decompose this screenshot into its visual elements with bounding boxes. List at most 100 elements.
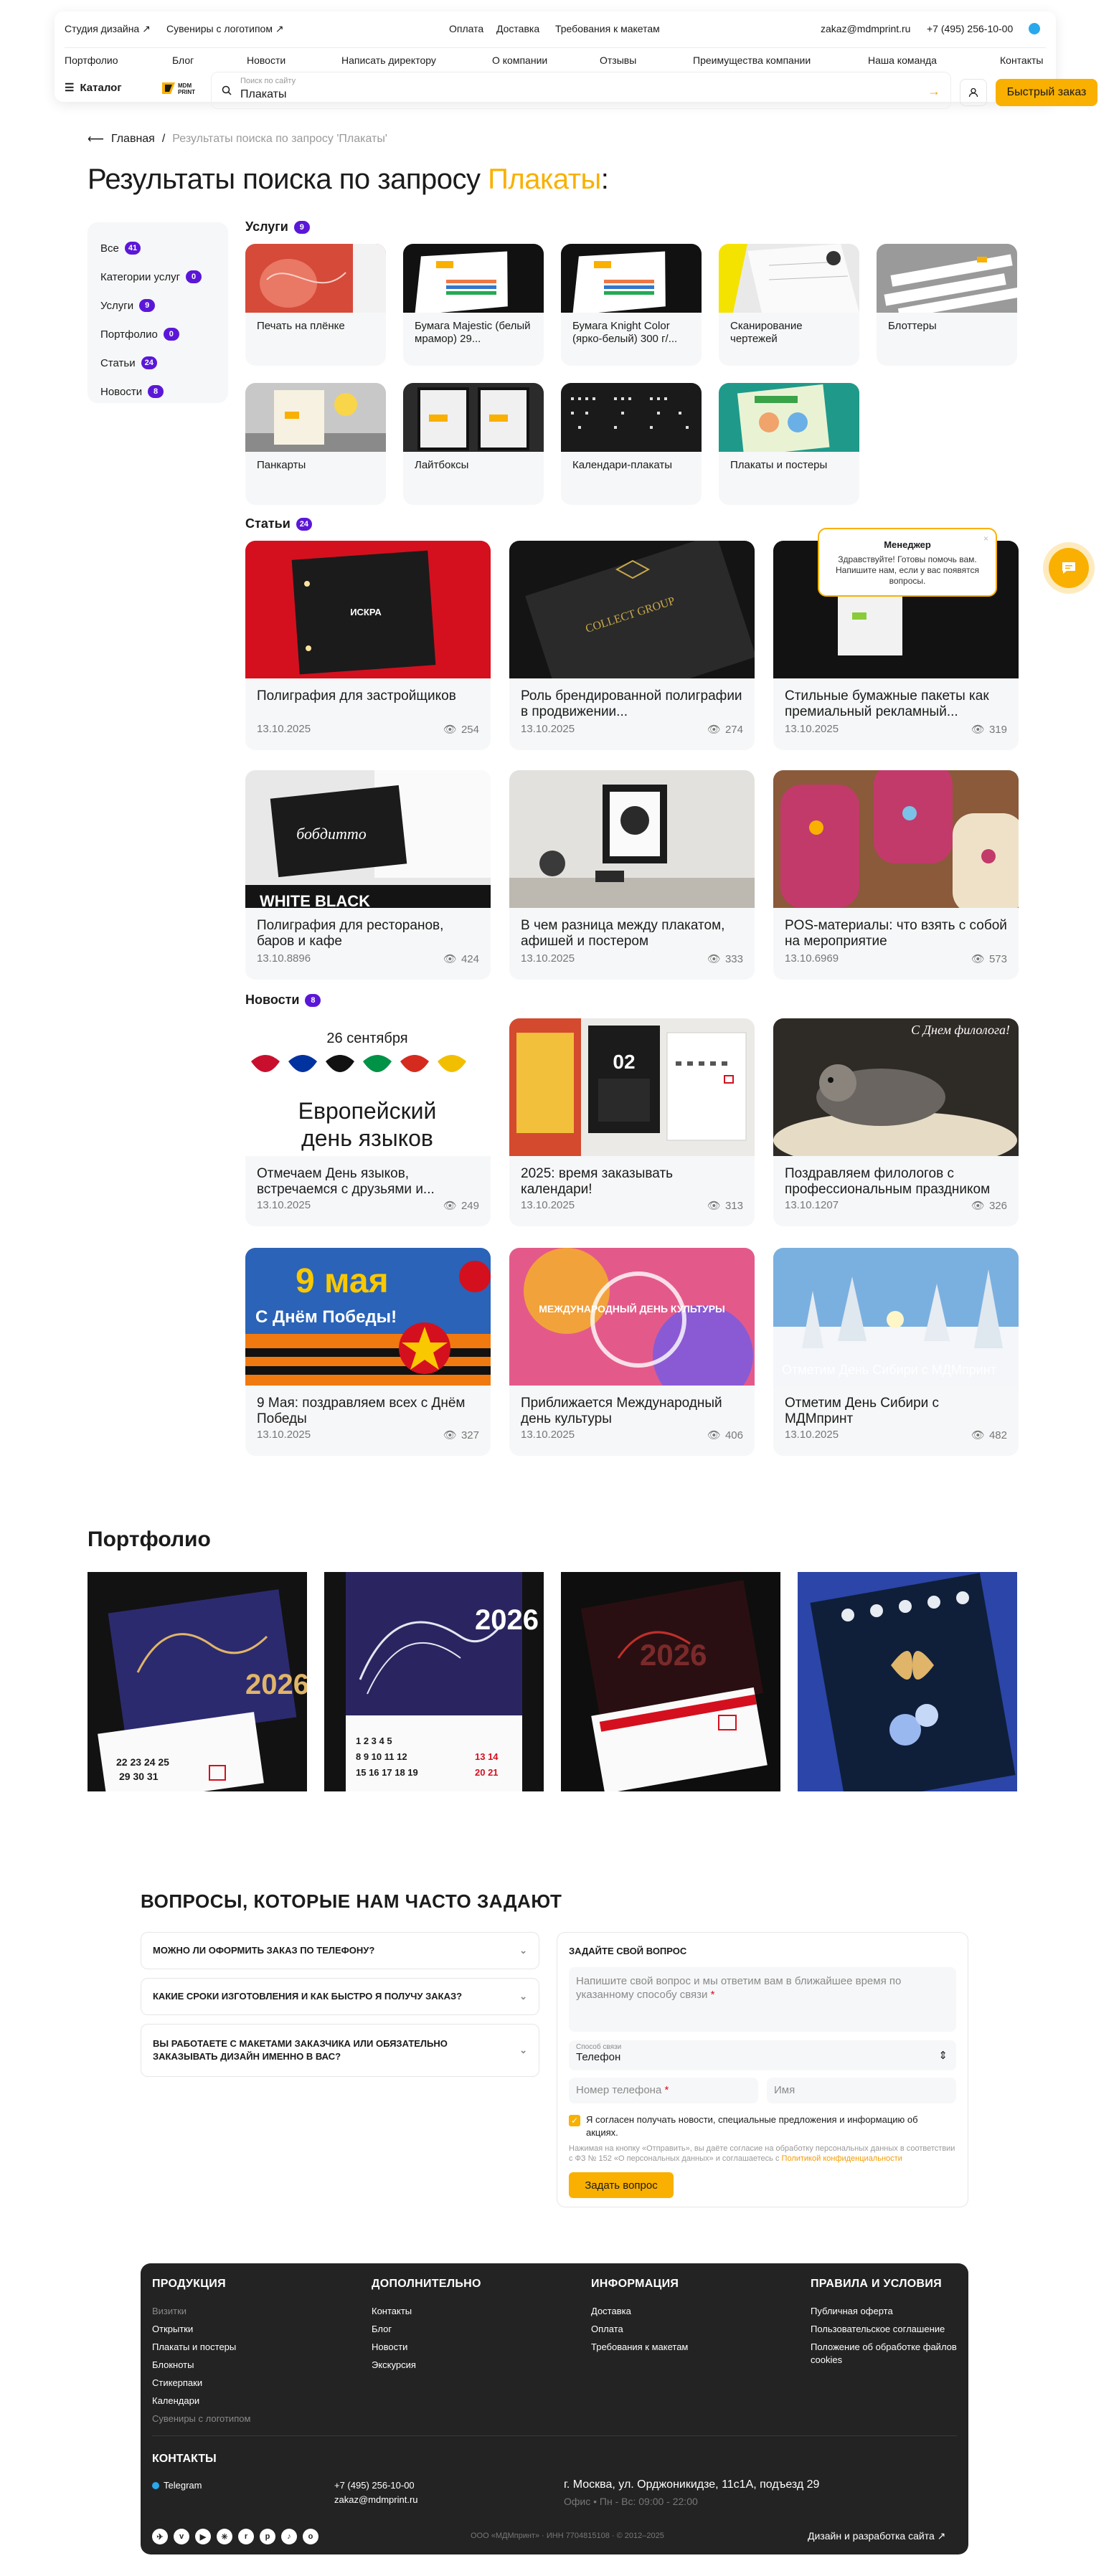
nav-advantages[interactable]: Преимущества компании	[693, 55, 811, 66]
pinterest-icon[interactable]: p	[260, 2529, 275, 2544]
article-card[interactable]: ИСКРА Полиграфия для застройщиков 13.10.…	[245, 541, 491, 750]
service-card[interactable]: Блоттеры	[877, 244, 1017, 366]
name-input[interactable]: Имя	[767, 2078, 956, 2103]
payment-link[interactable]: Оплата	[449, 23, 484, 34]
service-card[interactable]: Печать на плёнке	[245, 244, 386, 366]
footer-link[interactable]: Требования к макетам	[591, 2341, 689, 2352]
dzen-icon[interactable]: ✳	[217, 2529, 232, 2544]
nav-about[interactable]: О компании	[492, 55, 548, 66]
telegram-social-icon[interactable]: ✈	[152, 2529, 168, 2544]
breadcrumb-home[interactable]: Главная	[110, 133, 155, 145]
telegram-icon[interactable]	[1029, 23, 1040, 34]
header-email[interactable]: zakaz@mdmprint.ru	[821, 23, 911, 34]
portfolio-item[interactable]: 2026 22 23 24 25 29 30 31	[88, 1572, 307, 1791]
souvenirs-link[interactable]: Сувениры с логотипом ↗	[166, 23, 284, 34]
eye-icon: 👁	[443, 953, 457, 965]
back-arrow-icon[interactable]: ⟵	[88, 133, 104, 146]
news-card[interactable]: МЕЖДУНАРОДНЫЙ ДЕНЬ КУЛЬТУРЫ Приближается…	[509, 1248, 755, 1456]
footer-phone[interactable]: +7 (495) 256-10-00	[334, 2480, 415, 2491]
news-card[interactable]: 9 мая С Днём Победы! 9 Мая: поздравляем в…	[245, 1248, 491, 1456]
chat-button[interactable]	[1049, 548, 1089, 588]
vk-icon[interactable]: v	[174, 2529, 189, 2544]
svg-text:МЕЖДУНАРОДНЫЙ ДЕНЬ КУЛЬТУРЫ: МЕЖДУНАРОДНЫЙ ДЕНЬ КУЛЬТУРЫ	[539, 1302, 725, 1315]
footer-link[interactable]: Пользовательское соглашение	[811, 2324, 945, 2334]
footer-telegram-link[interactable]: Telegram	[152, 2480, 202, 2491]
quick-order-button[interactable]: Быстрый заказ	[996, 79, 1097, 106]
news-card[interactable]: 02 2025: время заказывать календари! 13.…	[509, 1018, 755, 1226]
header-phone[interactable]: +7 (495) 256-10-00	[927, 23, 1014, 34]
phone-input[interactable]: Номер телефона *	[569, 2078, 758, 2103]
filter-articles[interactable]: Статьи 24	[100, 349, 215, 377]
footer-link[interactable]: Доставка	[591, 2306, 631, 2316]
footer-link[interactable]: Плакаты и постеры	[152, 2341, 237, 2352]
footer-link[interactable]: Блокноты	[152, 2359, 194, 2370]
filter-all[interactable]: Все 41	[100, 234, 215, 262]
article-card[interactable]: COLLECT GROUP Роль брендированной полигр…	[509, 541, 755, 750]
footer-link[interactable]: Сувениры с логотипом	[152, 2413, 251, 2424]
portfolio-item[interactable]	[798, 1572, 1017, 1791]
news-card[interactable]: С Днем филолога! Поздравляем филологов с…	[773, 1018, 1019, 1226]
footer-link[interactable]: Визитки	[152, 2306, 187, 2316]
news-card[interactable]: Отметим День Сибири с МДМпринт Отметим Д…	[773, 1248, 1019, 1456]
footer-link[interactable]: Контакты	[372, 2306, 412, 2316]
portfolio-item[interactable]: 2026	[561, 1572, 780, 1791]
nav-news[interactable]: Новости	[247, 55, 286, 66]
footer-link[interactable]: Экскурсия	[372, 2359, 416, 2370]
faq-item[interactable]: КАКИЕ СРОКИ ИЗГОТОВЛЕНИЯ И КАК БЫСТРО Я …	[141, 1978, 539, 2015]
catalog-button[interactable]: ☰ Каталог	[65, 81, 122, 95]
nav-portfolio[interactable]: Портфолио	[65, 55, 118, 66]
nav-write-director[interactable]: Написать директору	[341, 55, 436, 66]
site-logo[interactable]: MDM PRINT	[162, 80, 205, 96]
submit-question-button[interactable]: Задать вопрос	[569, 2172, 674, 2198]
design-studio-link[interactable]: Студия дизайна ↗	[65, 23, 151, 34]
footer-link[interactable]: Положение об обработке файлов cookies	[811, 2341, 957, 2365]
nav-contacts[interactable]: Контакты	[1000, 55, 1044, 66]
faq-item[interactable]: МОЖНО ЛИ ОФОРМИТЬ ЗАКАЗ ПО ТЕЛЕФОНУ? ⌄	[141, 1932, 539, 1969]
search-input[interactable]: Поиск по сайту Плакаты →	[211, 72, 951, 109]
close-icon[interactable]: ×	[983, 534, 988, 544]
delivery-link[interactable]: Доставка	[496, 23, 540, 34]
service-card[interactable]: Сканирование чертежей	[719, 244, 859, 366]
youtube-icon[interactable]: ▶	[195, 2529, 211, 2544]
footer-link[interactable]: Календари	[152, 2395, 200, 2406]
footer-link[interactable]: Стикерпаки	[152, 2377, 203, 2388]
nav-blog[interactable]: Блог	[172, 55, 194, 66]
service-card[interactable]: Панкарты	[245, 383, 386, 505]
nav-reviews[interactable]: Отзывы	[600, 55, 637, 66]
filter-news[interactable]: Новости 8	[100, 377, 215, 406]
article-card[interactable]: POS-материалы: что взять с собой на меро…	[773, 770, 1019, 980]
contact-method-select[interactable]: Способ связи Телефон ⇕	[569, 2040, 956, 2070]
svg-text:WHITE BLACK: WHITE BLACK	[260, 892, 370, 908]
footer-link[interactable]: Публичная оферта	[811, 2306, 893, 2316]
service-card[interactable]: Плакаты и постеры	[719, 383, 859, 505]
portfolio-item[interactable]: 2026 1 2 3 4 5 8 9 10 11 12 15 16 17 18 19 1…	[324, 1572, 544, 1791]
news-card[interactable]: 26 сентября Европейский день языков Отмеча…	[245, 1018, 491, 1226]
filter-services[interactable]: Услуги 9	[100, 291, 215, 320]
search-submit-arrow-icon[interactable]: →	[927, 84, 940, 98]
article-card[interactable]: В чем разница между плакатом, афишей и п…	[509, 770, 755, 980]
service-card[interactable]: Лайтбоксы	[403, 383, 544, 505]
filter-portfolio[interactable]: Портфолио 0	[100, 320, 215, 349]
article-card[interactable]: бобдитто WHITE BLACK Полиграфия для ресто…	[245, 770, 491, 980]
service-card[interactable]: Бумага Knight Color (ярко-белый) 300 г/.…	[561, 244, 702, 366]
faq-item[interactable]: ВЫ РАБОТАЕТЕ С МАКЕТАМИ ЗАКАЗЧИКА ИЛИ ОБ…	[141, 2024, 539, 2077]
service-card[interactable]: Бумага Majestic (белый мрамор) 29...	[403, 244, 544, 366]
chat-icon	[1062, 562, 1075, 574]
question-textarea[interactable]: Напишите свой вопрос и мы ответим вам в …	[569, 1967, 956, 2032]
account-button[interactable]	[960, 79, 987, 106]
filter-service-categories[interactable]: Категории услуг 0	[100, 262, 215, 291]
ok-icon[interactable]: o	[303, 2529, 318, 2544]
footer-email[interactable]: zakaz@mdmprint.ru	[334, 2494, 418, 2505]
rutube-icon[interactable]: r	[238, 2529, 254, 2544]
requirements-link[interactable]: Требования к макетам	[555, 23, 660, 34]
footer-link[interactable]: Новости	[372, 2341, 408, 2352]
footer-link[interactable]: Оплата	[591, 2324, 623, 2334]
tiktok-icon[interactable]: ♪	[281, 2529, 297, 2544]
service-card[interactable]: Календари-плакаты	[561, 383, 702, 505]
footer-link[interactable]: Открытки	[152, 2324, 194, 2334]
consent-checkbox[interactable]: ✓	[569, 2115, 580, 2126]
nav-team[interactable]: Наша команда	[868, 55, 937, 66]
footer-link[interactable]: Блог	[372, 2324, 392, 2334]
footer-dev-link[interactable]: Дизайн и разработка сайта ↗	[808, 2530, 946, 2542]
privacy-policy-link[interactable]: Политикой конфиденциальности	[781, 2154, 902, 2163]
